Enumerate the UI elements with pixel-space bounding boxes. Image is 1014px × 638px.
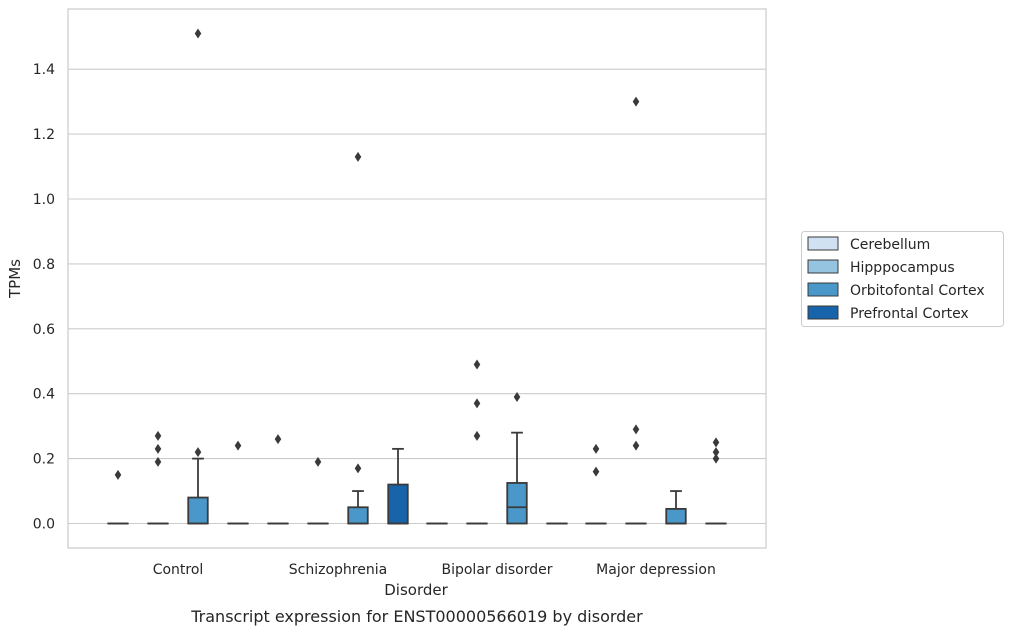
x-ticks: Control Schizophrenia Bipolar disorder Majo…	[153, 562, 716, 578]
box	[188, 498, 208, 524]
box-2-2	[507, 392, 527, 524]
outlier-point	[713, 437, 720, 447]
y-tick-label: 1.2	[33, 127, 55, 143]
box	[388, 485, 408, 524]
x-tick-label: Bipolar disorder	[441, 562, 552, 578]
y-ticks: 0.0 0.2 0.4 0.6 0.8 1.0 1.2 1.4	[33, 62, 55, 532]
box-3-0	[228, 441, 248, 524]
outlier-point	[633, 97, 640, 107]
y-tick-label: 1.4	[33, 62, 55, 78]
legend: Cerebellum Hipppocampus Orbitofontal Corte…	[802, 232, 1004, 327]
legend-label: Hipppocampus	[850, 260, 955, 276]
y-tick-label: 0.0	[33, 517, 55, 533]
box	[507, 483, 527, 524]
outlier-point	[155, 444, 162, 454]
y-tick-label: 0.6	[33, 322, 55, 338]
x-tick-label: Control	[153, 562, 204, 578]
outlier-point	[195, 447, 202, 457]
y-axis-label: TPMs	[6, 259, 24, 299]
outlier-point	[593, 444, 600, 454]
legend-swatch	[808, 237, 838, 250]
box-1-0	[148, 431, 168, 524]
grid	[68, 69, 766, 523]
outlier-point	[474, 431, 481, 441]
legend-swatch	[808, 283, 838, 296]
outlier-point	[355, 152, 362, 162]
box-0-0	[108, 470, 128, 524]
outlier-point	[593, 467, 600, 477]
plot-boxes	[108, 29, 726, 524]
outlier-point	[474, 398, 481, 408]
box-2-0	[188, 29, 208, 524]
box	[348, 507, 368, 523]
y-tick-label: 0.2	[33, 452, 55, 468]
box-1-3	[626, 97, 646, 524]
outlier-point	[155, 431, 162, 441]
legend-swatch	[808, 306, 838, 319]
legend-label: Orbitofontal Cortex	[850, 283, 985, 299]
outlier-point	[275, 434, 282, 444]
box-1-1	[308, 457, 328, 524]
outlier-point	[633, 441, 640, 451]
box-0-1	[268, 434, 288, 523]
x-tick-label: Major depression	[596, 562, 716, 578]
box-3-3	[706, 437, 726, 523]
outlier-point	[195, 29, 202, 39]
chart-caption: Transcript expression for ENST0000056601…	[190, 607, 643, 626]
legend-label: Cerebellum	[850, 237, 930, 253]
outlier-point	[474, 359, 481, 369]
y-tick-label: 1.0	[33, 192, 55, 208]
outlier-point	[115, 470, 122, 480]
y-tick-label: 0.4	[33, 387, 55, 403]
box-1-2	[467, 359, 487, 523]
outlier-point	[713, 447, 720, 457]
x-tick-label: Schizophrenia	[289, 562, 387, 578]
legend-swatch	[808, 260, 838, 273]
x-axis-label: Disorder	[384, 581, 448, 599]
plot-frame	[68, 9, 766, 548]
box-3-1	[388, 449, 408, 524]
outlier-point	[633, 424, 640, 434]
box-2-3	[666, 491, 686, 523]
box	[666, 509, 686, 524]
outlier-point	[235, 441, 242, 451]
box-2-1	[348, 152, 368, 524]
box-0-3	[586, 444, 606, 524]
y-tick-label: 0.8	[33, 257, 55, 273]
legend-label: Prefrontal Cortex	[850, 306, 969, 322]
outlier-point	[355, 463, 362, 473]
